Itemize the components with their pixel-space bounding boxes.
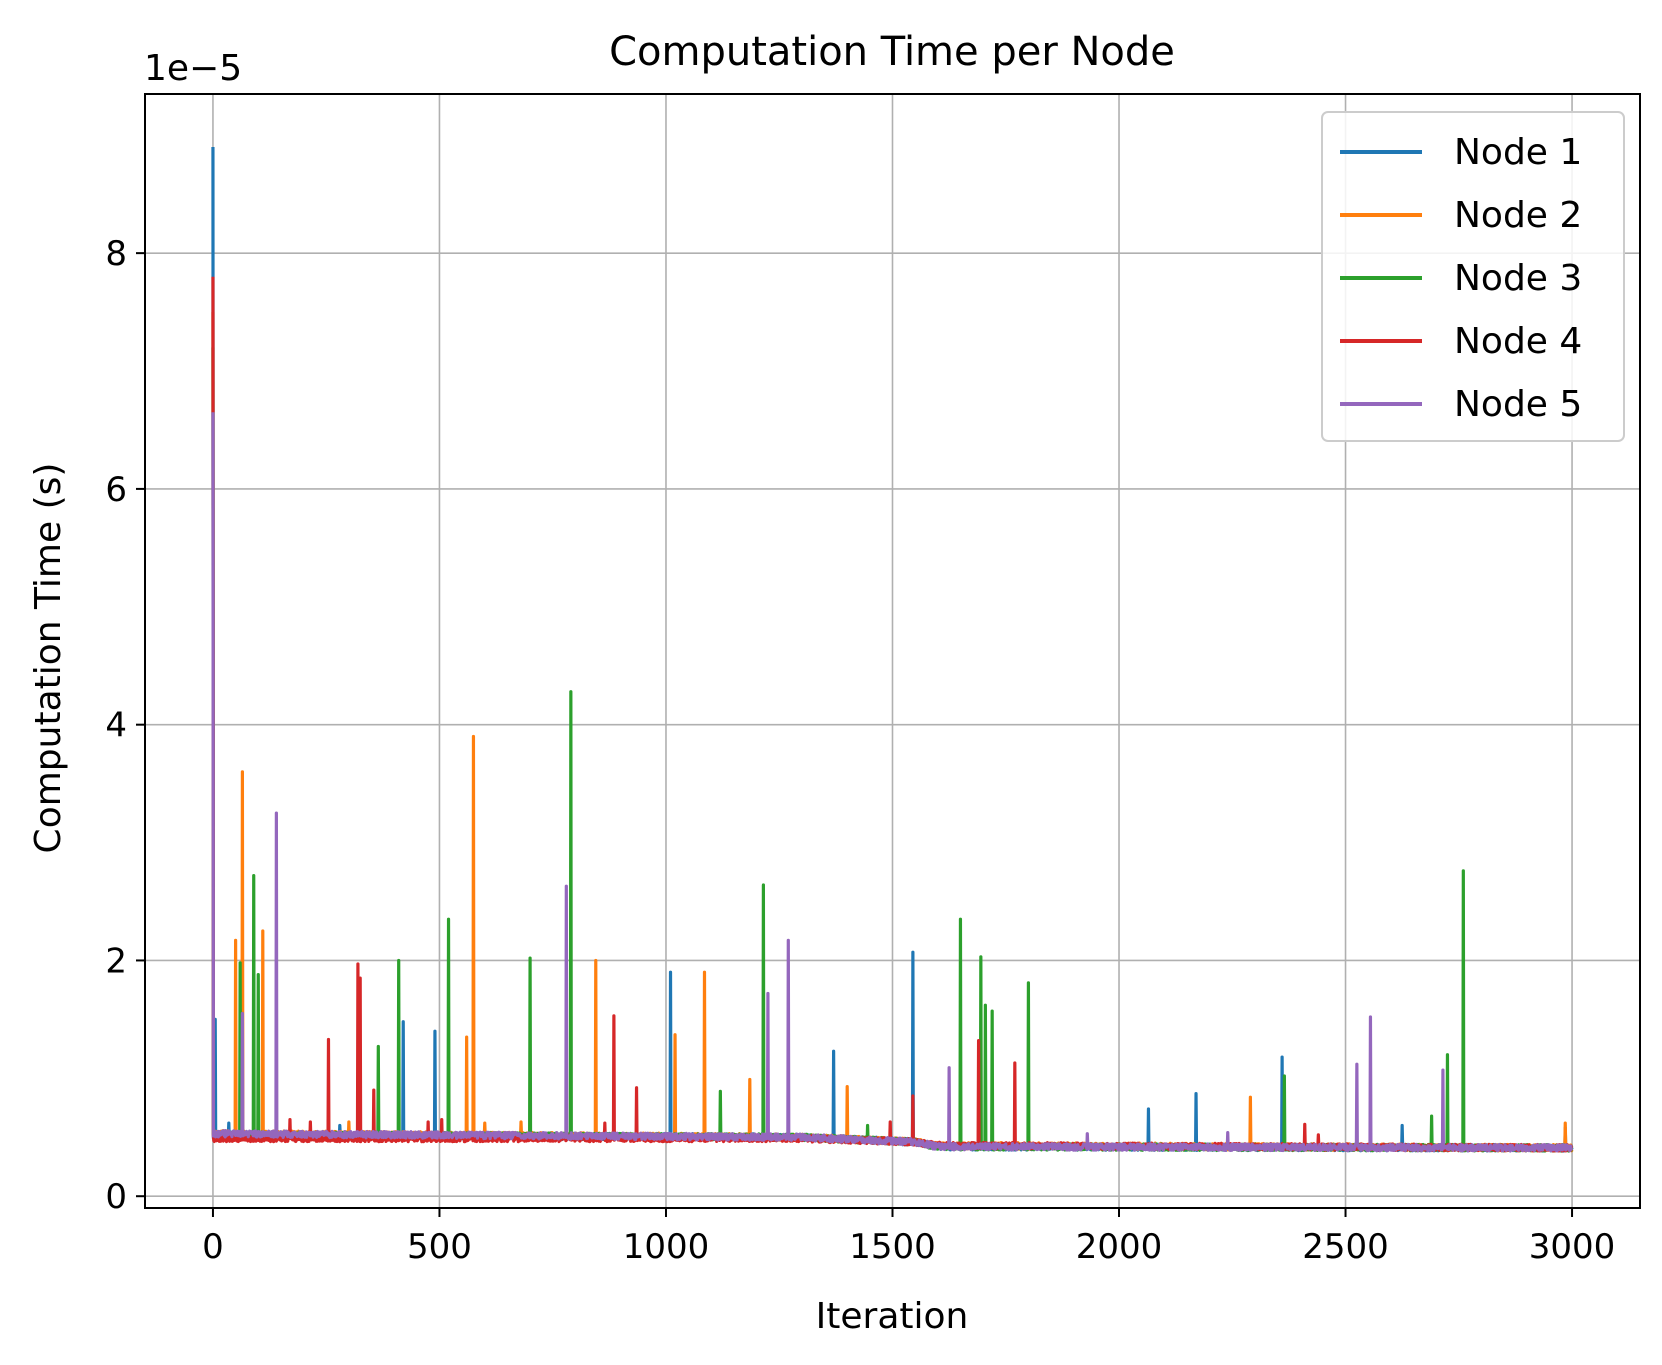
axis-ticks: 0 500 1000 1500 2000 2500 3000 0 2 4 6 8 xyxy=(105,234,1615,1267)
x-tick-label: 500 xyxy=(407,1227,472,1267)
legend-label: Node 3 xyxy=(1454,258,1582,299)
x-tick-label: 2000 xyxy=(1076,1227,1163,1267)
legend-label: Node 4 xyxy=(1454,321,1582,362)
y-tick-label: 8 xyxy=(105,234,127,274)
legend-box xyxy=(1321,111,1625,442)
y-tick-label: 4 xyxy=(105,706,127,746)
x-tick-label: 2500 xyxy=(1302,1227,1389,1267)
legend-label: Node 1 xyxy=(1454,132,1582,173)
legend: Node 1 Node 2 Node 3 Node 4 Node 5 xyxy=(1321,111,1625,442)
x-tick-label: 0 xyxy=(202,1227,224,1267)
x-tick-label: 1500 xyxy=(849,1227,936,1267)
y-tick-label: 2 xyxy=(105,941,127,981)
legend-label: Node 5 xyxy=(1454,384,1582,425)
series-lines xyxy=(211,147,1574,1153)
series-line-node-5 xyxy=(211,412,1574,1153)
y-axis-label: Computation Time (s) xyxy=(28,463,69,854)
x-tick-label: 1000 xyxy=(623,1227,710,1267)
y-axis-offset-label: 1e−5 xyxy=(144,48,242,89)
y-tick-label: 0 xyxy=(105,1177,127,1217)
legend-label: Node 2 xyxy=(1454,195,1582,236)
x-tick-label: 3000 xyxy=(1529,1227,1616,1267)
chart-title: Computation Time per Node xyxy=(609,29,1175,75)
y-tick-label: 6 xyxy=(105,470,127,510)
grid xyxy=(145,94,1640,1208)
x-axis-label: Iteration xyxy=(816,1296,969,1337)
